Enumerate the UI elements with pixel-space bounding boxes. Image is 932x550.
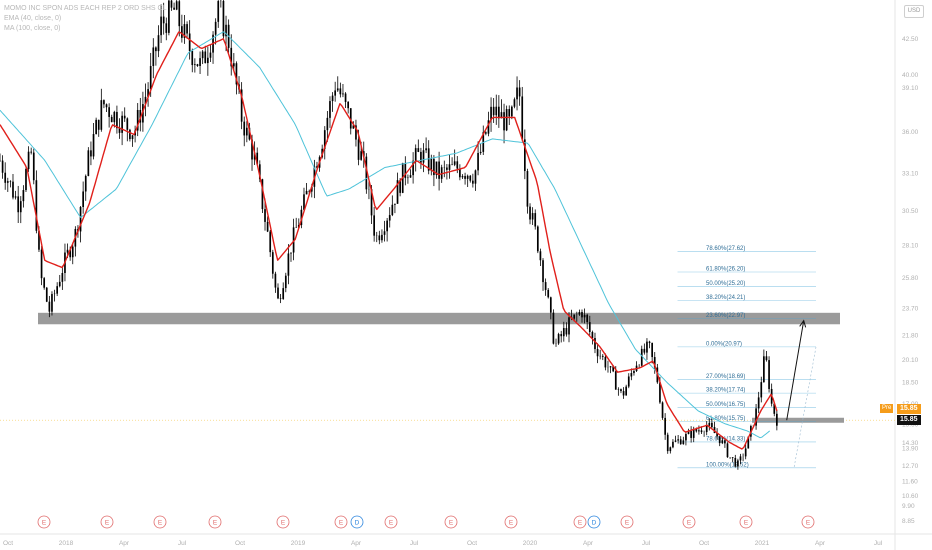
y-tick-label: 14.30 [902, 440, 919, 447]
premarket-price-tag: 15.85 [897, 404, 921, 415]
earnings-event-marker [504, 515, 518, 529]
chart-legend: MOMO INC SPON ADS EACH REP 2 ORD SHS CL … [4, 4, 166, 34]
legend-symbol: MOMO INC SPON ADS EACH REP 2 ORD SHS CL [4, 5, 167, 12]
earnings-event-marker [208, 515, 222, 529]
event-marker-label: E [42, 520, 47, 527]
x-tick-label: Apr [815, 540, 826, 547]
earnings-event-marker [573, 515, 587, 529]
earnings-event-marker [100, 515, 114, 529]
projection-arrow-head [799, 319, 807, 328]
fib-level-label: 23.60%(22.97) [706, 313, 745, 319]
x-tick-label: Jul [642, 540, 651, 547]
event-marker-label: E [578, 520, 583, 527]
y-tick-label: 23.70 [902, 305, 919, 312]
fib-level-label: 61.80%(15.75) [706, 416, 745, 422]
fib-level-label: 0.00%(20.97) [706, 341, 742, 347]
y-tick-label: 10.60 [902, 493, 919, 500]
earnings-event-marker [153, 515, 167, 529]
fib-level-label: 27.00%(18.69) [706, 374, 745, 380]
x-tick-label: Oct [3, 540, 13, 547]
y-tick-label: 8.85 [902, 518, 915, 525]
earnings-event-marker [620, 515, 634, 529]
event-marker-label: E [158, 520, 163, 527]
fib-level-label: 50.00%(16.75) [706, 402, 745, 408]
x-tick-label: Jul [874, 540, 883, 547]
dividend-event-marker [587, 515, 601, 529]
y-tick-label: 36.00 [902, 129, 919, 136]
y-tick-label: 25.80 [902, 275, 919, 282]
projection-arrow [786, 320, 805, 421]
x-tick-label: 2018 [59, 540, 74, 547]
premarket-label-tag: Pre [880, 404, 894, 414]
fib-level-label: 100.00%(12.52) [706, 462, 749, 468]
earnings-event-marker [276, 515, 290, 529]
event-marker-label: E [339, 520, 344, 527]
support-band [38, 312, 840, 325]
x-tick-label: 2021 [755, 540, 770, 547]
event-marker-label: E [389, 520, 394, 527]
resistance-mini-band [752, 417, 844, 423]
fib-level-label: 78.60%(27.62) [706, 246, 745, 252]
x-tick-label: Apr [119, 540, 130, 547]
y-tick-label: 40.00 [902, 72, 919, 79]
fib-level-label: 38.20%(17.74) [706, 388, 745, 394]
currency-badge[interactable]: USD [904, 5, 924, 18]
ma-100-line [0, 31, 771, 439]
event-marker-label: E [509, 520, 514, 527]
y-tick-label: 33.10 [902, 171, 919, 178]
earnings-event-marker [801, 515, 815, 529]
fib-trend-line [793, 346, 817, 468]
x-tick-label: Oct [699, 540, 709, 547]
event-marker-label: D [592, 520, 597, 527]
x-tick-label: Oct [235, 540, 245, 547]
event-marker-label: E [625, 520, 630, 527]
x-tick-label: 2020 [523, 540, 538, 547]
event-marker-label: E [806, 520, 811, 527]
event-marker-label: E [744, 520, 749, 527]
earnings-event-marker [384, 515, 398, 529]
y-tick-label: 12.70 [902, 463, 919, 470]
y-tick-label: 11.60 [902, 479, 918, 486]
fib-level-label: 38.20%(24.21) [706, 295, 745, 301]
event-marker-label: E [449, 520, 454, 527]
legend-ema: EMA (40, close, 0) [4, 15, 62, 22]
earnings-event-marker [682, 515, 696, 529]
earnings-event-marker [739, 515, 753, 529]
x-tick-label: Apr [351, 540, 362, 547]
x-tick-label: Apr [583, 540, 594, 547]
y-tick-label: 30.50 [902, 208, 919, 215]
event-marker-label: D [355, 520, 360, 527]
x-tick-label: Jul [410, 540, 419, 547]
dividend-event-marker [350, 515, 364, 529]
y-tick-label: 13.90 [902, 446, 919, 453]
ema-40-line [0, 31, 778, 450]
event-marker-label: E [687, 520, 692, 527]
event-marker-label: E [105, 520, 110, 527]
event-marker-label: E [213, 520, 218, 527]
y-tick-label: 18.50 [902, 380, 919, 387]
y-tick-label: 9.90 [902, 503, 915, 510]
legend-ma: MA (100, close, 0) [4, 25, 61, 32]
last-price-tag: 15.85 [897, 415, 921, 426]
event-marker-label: E [281, 520, 286, 527]
fib-level-label: 61.80%(26.20) [706, 267, 745, 273]
x-tick-label: Oct [467, 540, 477, 547]
x-tick-label: 2019 [291, 540, 306, 547]
y-tick-label: 21.80 [902, 333, 919, 340]
earnings-event-marker [37, 515, 51, 529]
y-tick-label: 42.50 [902, 36, 919, 43]
earnings-event-marker [444, 515, 458, 529]
y-tick-label: 28.10 [902, 242, 919, 249]
y-tick-label: 20.10 [902, 357, 919, 364]
fib-level-label: 50.00%(25.20) [706, 281, 745, 287]
y-tick-label: 39.10 [902, 85, 919, 92]
x-tick-label: Jul [178, 540, 187, 547]
earnings-event-marker [334, 515, 348, 529]
